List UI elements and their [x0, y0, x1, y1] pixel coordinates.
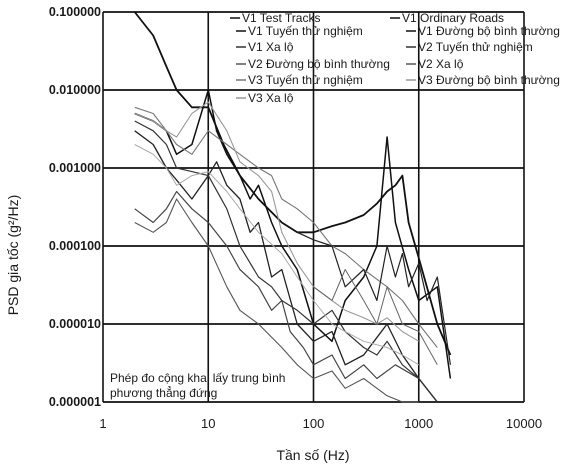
- legend-entry: V1 Ordinary Roads: [402, 11, 504, 25]
- series-line-11: [313, 269, 438, 366]
- x-axis-label: Tần số (Hz): [276, 447, 349, 463]
- series-line-6: [134, 198, 419, 403]
- series-line-7: [134, 106, 438, 348]
- y-tick-label: 0.000010: [49, 317, 101, 331]
- x-tick-label: 10: [201, 416, 215, 431]
- y-tick-label: 0.000001: [49, 395, 101, 409]
- annotation-line-2: phương thẳng đứng: [110, 385, 217, 400]
- series-line-10: [296, 231, 451, 365]
- legend-entry: V1 Đường bộ bình thường: [418, 24, 560, 38]
- x-tick-label: 100: [303, 416, 325, 431]
- y-tick-label: 0.100000: [49, 5, 101, 19]
- x-tick-labels: 1 10 100 1000 10000: [99, 416, 542, 431]
- legend-entry: V3 Đường bộ bình thường: [418, 73, 560, 87]
- series-line-9: [134, 144, 420, 366]
- y-axis-label: PSD gia tốc (g²/Hz): [5, 195, 21, 316]
- data-series: [133, 11, 452, 403]
- legend-entry: V3 Xa lộ: [248, 91, 294, 105]
- series-line-3: [134, 130, 438, 403]
- x-tick-label: 10000: [506, 416, 542, 431]
- series-line-2: [134, 89, 452, 379]
- y-tick-label: 0.000100: [49, 239, 101, 253]
- x-tick-label: 1000: [404, 416, 433, 431]
- legend-entry: V2 Đường bộ bình thường: [248, 57, 390, 71]
- legend: V1 Test Tracks V1 Ordinary Roads V1 Tuyến …: [230, 11, 560, 105]
- grid-lines: [102, 11, 525, 403]
- y-tick-label: 0.001000: [49, 161, 101, 175]
- series-line-5: [134, 120, 438, 403]
- legend-entry: V3 Tuyến thử nghiệm: [248, 73, 363, 87]
- legend-entry: V1 Test Tracks: [242, 11, 320, 25]
- legend-entry: V2 Tuyến thử nghiệm: [418, 40, 533, 54]
- legend-entry: V1 Tuyến thử nghiệm: [248, 24, 363, 38]
- legend-entry: V2 Xa lộ: [418, 57, 464, 71]
- legend-entry: V1 Xa lộ: [248, 40, 294, 54]
- x-tick-label: 1: [99, 416, 106, 431]
- annotation-line-1: Phép đo cộng khai lấy trung bình: [110, 371, 285, 385]
- y-tick-labels: 0.000001 0.000010 0.000100 0.001000 0.010000…: [49, 5, 101, 409]
- y-tick-label: 0.010000: [49, 83, 101, 97]
- series-line-1: [133, 11, 452, 356]
- series-line-8: [134, 101, 420, 342]
